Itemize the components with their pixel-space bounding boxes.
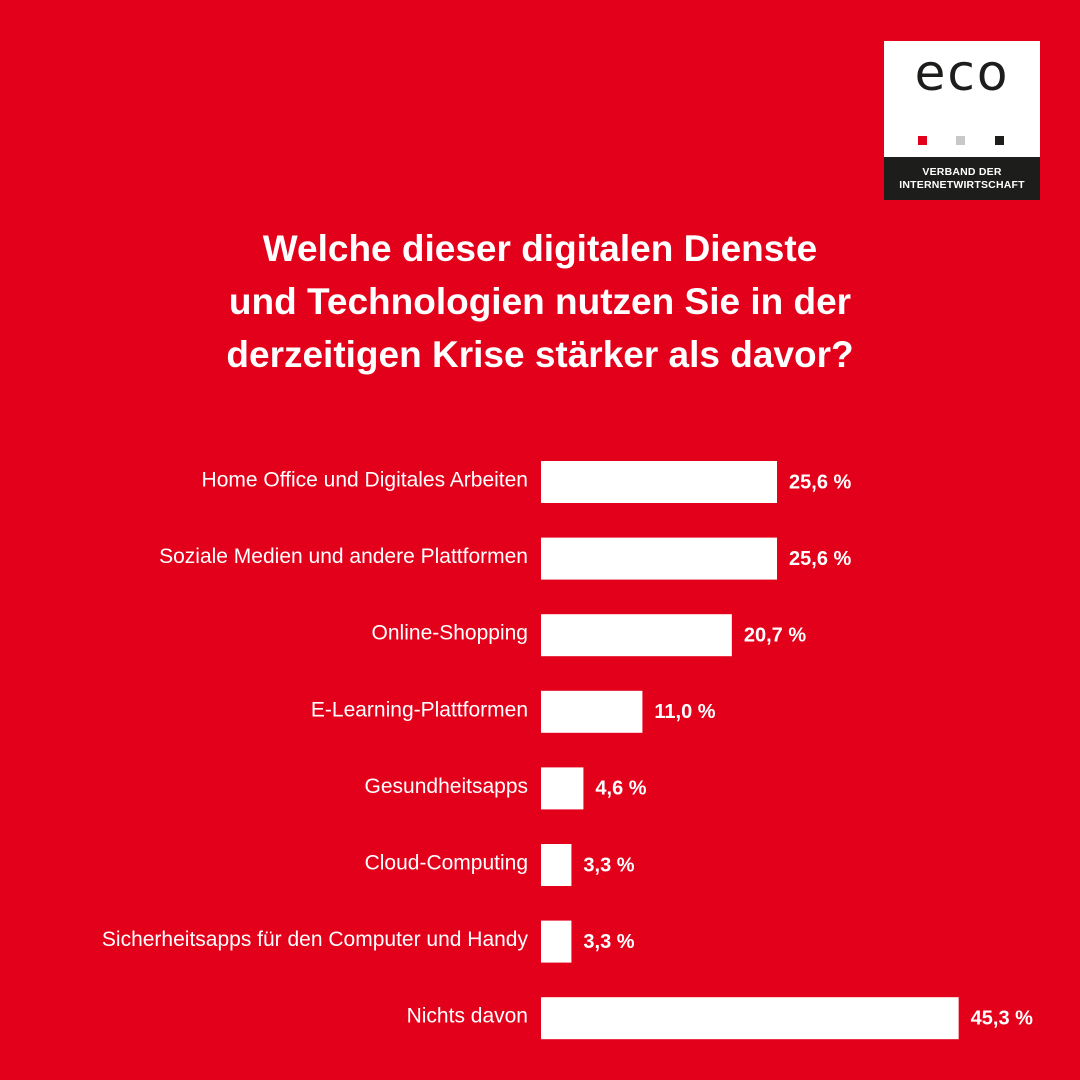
logo-tagline: VERBAND DER INTERNETWIRTSCHAFT (884, 157, 1040, 192)
category-label: Home Office und Digitales Arbeiten (202, 469, 528, 492)
chart-title-line-1: Welche dieser digitalen Dienste (262, 228, 818, 269)
bar (541, 461, 778, 503)
chart-title-line-2: und Technologien nutzen Sie in der (228, 281, 852, 322)
value-label: 25,6 % (789, 548, 851, 570)
value-label: 25,6 % (789, 471, 851, 493)
bar (541, 614, 732, 657)
value-label: 3,3 % (583, 854, 634, 876)
chart-title-line-3: derzeitigen Krise stärker als davor? (226, 334, 854, 375)
category-label: Nichts davon (407, 1005, 528, 1028)
eco-logo: eco VERBAND DER INTERNETWIRTSCHAFT (884, 41, 1040, 200)
value-label: 3,3 % (583, 931, 634, 953)
logo-tagline-band: VERBAND DER INTERNETWIRTSCHAFT (884, 157, 1040, 200)
bar (541, 537, 778, 580)
bar (541, 767, 584, 810)
value-label: 4,6 % (595, 778, 646, 800)
value-label: 20,7 % (744, 624, 806, 646)
chart-title: Welche dieser digitalen Dienste und Tech… (100, 222, 980, 381)
logo-dot-black (995, 136, 1004, 145)
category-label: Gesundheitsapps (365, 775, 528, 798)
logo-dot-grey (956, 136, 965, 145)
logo-wordmark: eco (914, 44, 1010, 102)
logo-tagline-line2: INTERNETWIRTSCHAFT (899, 179, 1025, 191)
value-label: 45,3 % (971, 1007, 1033, 1029)
category-label: Online-Shopping (372, 622, 528, 645)
category-label: Cloud-Computing (365, 852, 528, 875)
category-label: Soziale Medien und andere Plattformen (159, 545, 528, 568)
value-label: 11,0 % (654, 701, 715, 723)
logo-dot-red (918, 136, 927, 145)
bar (541, 920, 572, 963)
bar (541, 690, 643, 733)
category-label: E-Learning-Plattformen (311, 698, 528, 721)
bar (541, 844, 572, 886)
bar (541, 997, 959, 1040)
category-label: Sicherheitsapps für den Computer und Han… (102, 928, 529, 951)
logo-tagline-line1: VERBAND DER (922, 166, 1002, 178)
